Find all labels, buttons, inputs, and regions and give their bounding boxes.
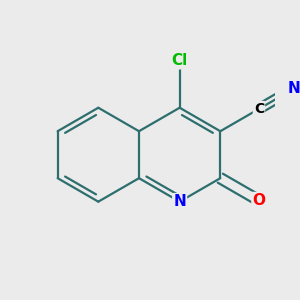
Text: N: N — [287, 81, 300, 96]
Text: O: O — [253, 193, 266, 208]
Text: N: N — [173, 194, 186, 209]
Text: C: C — [254, 102, 264, 116]
Text: Cl: Cl — [172, 53, 188, 68]
